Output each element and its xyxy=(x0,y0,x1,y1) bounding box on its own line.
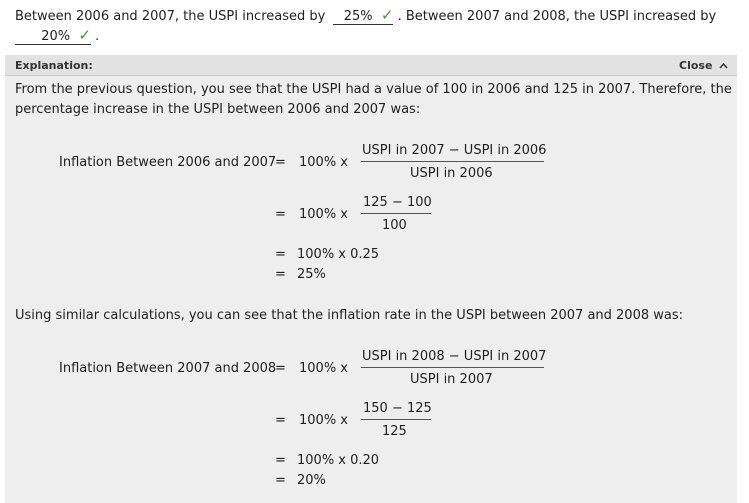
answer-value-1: 25% xyxy=(343,9,373,24)
eq1-label: Inflation Between 2006 and 2007 xyxy=(59,155,277,170)
intro-line-2: percentage increase in the USPI between … xyxy=(15,102,421,117)
explanation-title: Explanation: xyxy=(15,59,93,72)
close-button[interactable]: Close xyxy=(679,59,728,72)
question-text-1: Between 2006 and 2007, the USPI increase… xyxy=(15,9,326,24)
eq2-equals-3: = xyxy=(275,453,286,468)
question-line-2: 20% ✓ . xyxy=(15,26,99,45)
eq2-multiplier-1: 100% x xyxy=(299,361,348,376)
question-text-3: . xyxy=(95,29,100,44)
question-line-1: Between 2006 and 2007, the USPI increase… xyxy=(15,6,716,25)
eq2-fraction-bar xyxy=(361,367,544,368)
eq1-step-3: 100% x 0.25 xyxy=(297,247,380,262)
eq1-denominator: USPI in 2006 xyxy=(410,166,493,181)
eq1-equals-4: = xyxy=(275,267,286,282)
eq2-denominator: USPI in 2007 xyxy=(410,372,493,387)
close-label: Close xyxy=(679,59,713,72)
chevron-up-icon xyxy=(719,62,728,69)
eq2-equals-2: = xyxy=(275,413,286,428)
eq1-numerator-2: 125 − 100 xyxy=(363,195,432,210)
eq1-multiplier-2: 100% x xyxy=(299,207,348,222)
answer-field-1[interactable]: 25% ✓ xyxy=(333,6,394,25)
eq2-equals-1: = xyxy=(275,361,286,376)
eq2-numerator-2: 150 − 125 xyxy=(363,401,432,416)
eq1-equals-1: = xyxy=(275,155,286,170)
eq2-multiplier-2: 100% x xyxy=(299,413,348,428)
eq1-fraction-bar-2 xyxy=(361,213,431,214)
middle-text: Using similar calculations, you can see … xyxy=(15,308,683,323)
eq2-step-3: 100% x 0.20 xyxy=(297,453,380,468)
eq1-denominator-2: 100 xyxy=(382,218,407,233)
explanation-panel: Explanation: Close From the previous que… xyxy=(5,55,737,503)
eq1-equals-2: = xyxy=(275,207,286,222)
eq2-result: 20% xyxy=(297,473,326,488)
eq2-equals-4: = xyxy=(275,473,286,488)
eq2-label: Inflation Between 2007 and 2008 xyxy=(59,361,277,376)
eq1-equals-3: = xyxy=(275,247,286,262)
eq1-multiplier-1: 100% x xyxy=(299,155,348,170)
checkmark-icon: ✓ xyxy=(78,26,91,44)
question-text-2: . Between 2007 and 2008, the USPI increa… xyxy=(397,9,717,24)
intro-line-1: From the previous question, you see that… xyxy=(15,82,732,97)
eq1-numerator: USPI in 2007 − USPI in 2006 xyxy=(362,143,547,158)
eq2-denominator-2: 125 xyxy=(382,424,407,439)
answer-value-2: 20% xyxy=(41,29,71,44)
checkmark-icon: ✓ xyxy=(380,6,394,24)
eq2-numerator: USPI in 2008 − USPI in 2007 xyxy=(362,349,547,364)
eq1-result: 25% xyxy=(297,267,326,282)
answer-field-2[interactable]: 20% ✓ xyxy=(15,26,91,45)
eq1-fraction-bar xyxy=(361,161,544,162)
explanation-header: Explanation: Close xyxy=(5,55,737,76)
eq2-fraction-bar-2 xyxy=(361,419,431,420)
